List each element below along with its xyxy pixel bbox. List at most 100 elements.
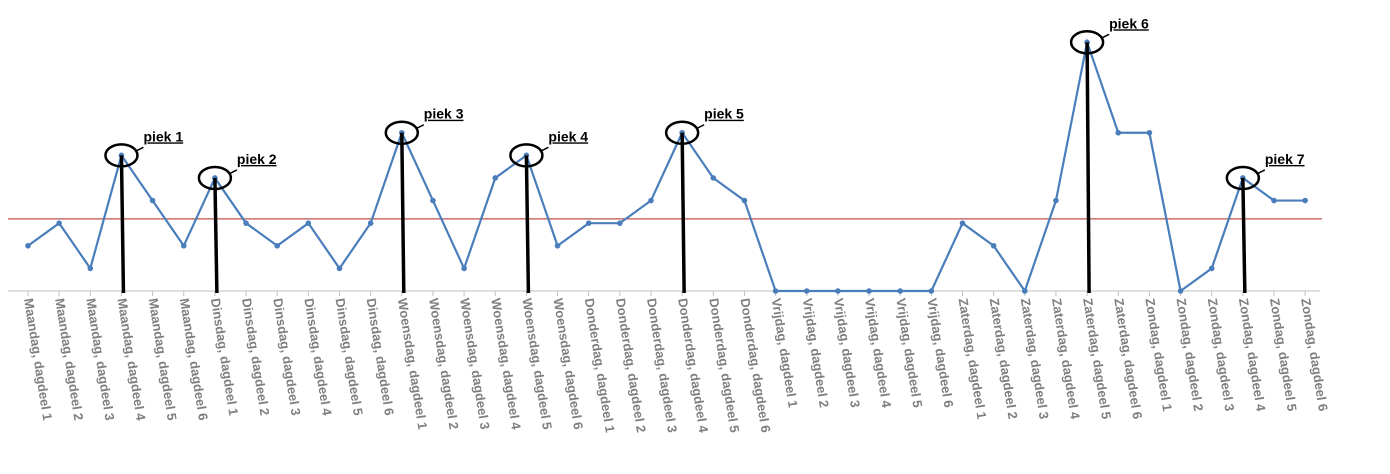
peak-circle <box>104 143 139 168</box>
peak-label: piek 2 <box>237 151 277 167</box>
x-tick-label: Woensdag, dagdeel 4 <box>488 297 524 431</box>
x-tick-label: Zaterdag, dagdeel 5 <box>1080 297 1114 420</box>
x-tick-label: Zaterdag, dagdeel 3 <box>1018 297 1052 420</box>
x-tick-label: Donderdag, dagdeel 3 <box>644 297 680 433</box>
peak-line <box>524 155 531 294</box>
peak-leader <box>540 146 549 153</box>
data-point <box>1302 197 1308 204</box>
peak-label: piek 4 <box>548 128 588 144</box>
peak-circle <box>384 120 420 145</box>
x-tick-label: Donderdag, dagdeel 1 <box>582 297 618 433</box>
peak-circle <box>1069 30 1105 55</box>
x-tick-label: Dinsdag, dagdeel 1 <box>208 297 241 416</box>
data-point <box>1271 197 1277 204</box>
x-tick-label: Vrijdag, dagdeel 4 <box>862 297 894 409</box>
x-tick-label: Donderdag, dagdeel 2 <box>613 297 649 433</box>
x-tick-label: Woensdag, dagdeel 1 <box>395 297 431 430</box>
data-point <box>1208 265 1215 272</box>
peak-label: piek 3 <box>424 106 464 122</box>
x-tick-label: Woensdag, dagdeel 6 <box>551 297 587 430</box>
x-tick-label: Vrijdag, dagdeel 3 <box>831 297 863 409</box>
data-point <box>1022 288 1028 294</box>
data-point <box>149 197 156 204</box>
peak-leader <box>228 169 238 175</box>
x-tick-label: Woensdag, dagdeel 3 <box>457 297 493 430</box>
x-tick-label: Zondag, dagdeel 2 <box>1174 297 1207 412</box>
data-point <box>243 220 249 226</box>
x-tick-label: Zondag, dagdeel 1 <box>1142 297 1175 412</box>
peak-leader <box>415 124 425 130</box>
peak-circle <box>197 165 233 191</box>
data-point <box>56 220 62 226</box>
data-point <box>585 220 592 226</box>
data-point <box>554 242 561 249</box>
data-point <box>617 220 623 226</box>
data-point <box>741 197 748 204</box>
x-tick-label: Donderdag, dagdeel 5 <box>706 297 742 433</box>
data-point <box>710 175 717 181</box>
data-point <box>461 265 467 272</box>
x-tick-label: Maandag, dagdeel 5 <box>146 297 180 421</box>
x-tick-label: Woensdag, dagdeel 2 <box>426 297 462 430</box>
data-point <box>866 288 872 294</box>
data-point <box>897 288 903 294</box>
peak-circle <box>509 143 544 168</box>
x-tick-label: Maandag, dagdeel 2 <box>52 297 86 421</box>
peak-leader <box>1100 33 1110 39</box>
x-tick-label: Vrijdag, dagdeel 6 <box>924 297 956 409</box>
x-tick-label: Zondag, dagdeel 3 <box>1205 297 1238 412</box>
x-tick-label: Dinsdag, dagdeel 5 <box>333 297 366 416</box>
peak-circle <box>664 120 700 145</box>
x-tick-label: Zondag, dagdeel 4 <box>1236 297 1269 413</box>
x-tick-label: Donderdag, dagdeel 4 <box>675 297 711 434</box>
peak-line <box>1085 42 1091 294</box>
data-point <box>305 220 312 226</box>
data-point <box>180 242 187 249</box>
data-point <box>648 197 654 204</box>
x-tick-label: Zaterdag, dagdeel 1 <box>956 297 990 420</box>
x-tick-label: Dinsdag, dagdeel 4 <box>301 297 334 417</box>
peak-line <box>1241 177 1247 294</box>
x-tick-label: Maandag, dagdeel 3 <box>83 297 117 421</box>
x-tick-label: Dinsdag, dagdeel 2 <box>239 297 272 416</box>
data-point <box>1115 129 1122 136</box>
peak-label: piek 7 <box>1265 151 1305 167</box>
peak-label: piek 5 <box>704 106 744 122</box>
peak-leader <box>135 146 144 153</box>
data-point <box>492 175 499 181</box>
peak-leader <box>1256 169 1266 175</box>
x-tick-label: Vrijdag, dagdeel 5 <box>893 297 925 409</box>
x-tick-label: Zaterdag, dagdeel 4 <box>1049 297 1083 421</box>
x-tick-label: Maandag, dagdeel 1 <box>21 297 55 421</box>
data-point <box>336 265 343 272</box>
data-point <box>803 288 810 294</box>
data-point <box>87 265 94 272</box>
peak-line <box>213 177 219 294</box>
x-tick-label: Zondag, dagdeel 6 <box>1298 297 1331 412</box>
data-point <box>990 242 997 249</box>
x-tick-label: Donderdag, dagdeel 6 <box>737 297 773 433</box>
data-point <box>367 220 374 226</box>
peak-label: piek 6 <box>1109 15 1149 31</box>
data-point <box>1177 288 1184 294</box>
data-point <box>772 288 779 294</box>
data-point <box>274 242 281 249</box>
x-tick-label: Vrijdag, dagdeel 2 <box>800 297 832 409</box>
data-line <box>27 38 1306 294</box>
x-tick-label: Zaterdag, dagdeel 6 <box>1111 297 1145 420</box>
x-tick-label: Maandag, dagdeel 4 <box>114 297 148 422</box>
data-point <box>430 197 436 204</box>
x-tick-label: Zaterdag, dagdeel 2 <box>987 297 1021 420</box>
peak-leader <box>695 124 705 130</box>
data-point <box>1053 197 1059 204</box>
x-tick-label: Maandag, dagdeel 6 <box>177 297 211 421</box>
x-tick-label: Zondag, dagdeel 5 <box>1267 297 1300 412</box>
x-tick-label: Woensdag, dagdeel 5 <box>519 297 555 430</box>
peak-label: piek 1 <box>143 128 183 144</box>
x-tick-label: Vrijdag, dagdeel 1 <box>769 297 801 409</box>
x-tick-label: Dinsdag, dagdeel 3 <box>270 297 303 416</box>
peak-line <box>680 132 686 294</box>
peak-line <box>400 132 406 294</box>
